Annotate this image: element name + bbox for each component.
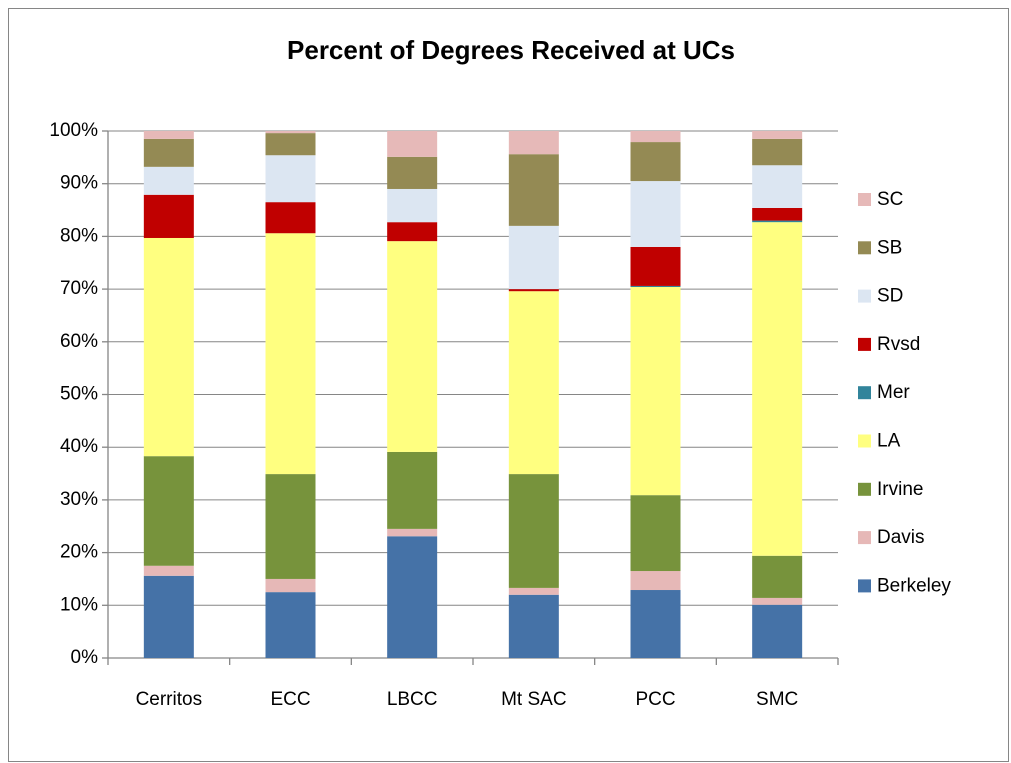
bar-segment bbox=[508, 154, 559, 226]
bar-segment bbox=[143, 166, 194, 195]
bar-segment bbox=[508, 587, 559, 595]
legend-label: Rvsd bbox=[877, 334, 920, 355]
x-tick-label: LBCC bbox=[387, 689, 438, 710]
legend-swatch bbox=[858, 531, 871, 545]
legend-swatch bbox=[858, 434, 871, 448]
bar-segment bbox=[143, 575, 194, 658]
bar-segment bbox=[387, 241, 438, 452]
y-tick-label: 90% bbox=[60, 173, 98, 194]
x-tick-label: Mt SAC bbox=[501, 689, 566, 710]
bar-segment bbox=[630, 181, 681, 247]
bar-segment bbox=[630, 571, 681, 591]
y-tick-label: 80% bbox=[60, 225, 98, 246]
legend-swatch bbox=[858, 241, 871, 255]
bar-segment bbox=[630, 285, 681, 287]
bar-segment bbox=[630, 246, 681, 286]
bar-segment bbox=[752, 220, 803, 223]
legend-swatch bbox=[858, 193, 871, 206]
bar-segment bbox=[387, 451, 438, 529]
legend-label: Irvine bbox=[877, 479, 923, 500]
y-tick-label: 50% bbox=[60, 384, 98, 405]
legend-swatch bbox=[858, 482, 871, 496]
bar-segment bbox=[752, 131, 803, 139]
bar-segment bbox=[630, 286, 681, 496]
bar-segment bbox=[387, 188, 438, 223]
bar-segment bbox=[265, 133, 316, 156]
bar-segment bbox=[752, 604, 803, 658]
bar-segment bbox=[387, 528, 438, 537]
y-tick-label: 70% bbox=[60, 278, 98, 299]
legend-label: LA bbox=[877, 431, 901, 452]
chart-title: Percent of Degrees Received at UCs bbox=[287, 35, 735, 65]
legend-label: Mer bbox=[877, 382, 910, 403]
legend-label: SD bbox=[877, 286, 903, 307]
bar-segment bbox=[265, 155, 316, 203]
legend-label: Berkeley bbox=[877, 575, 951, 596]
legend-swatch bbox=[858, 579, 871, 593]
bar-segment bbox=[630, 590, 681, 658]
bar-segment bbox=[752, 555, 803, 598]
x-tick-label: PCC bbox=[635, 689, 675, 710]
y-tick-label: 40% bbox=[60, 436, 98, 457]
y-tick-label: 30% bbox=[60, 489, 98, 510]
bar-segment bbox=[265, 202, 316, 234]
bar-segment bbox=[265, 578, 316, 593]
bar-segment bbox=[508, 289, 559, 292]
x-tick-label: Cerritos bbox=[136, 689, 203, 710]
bar-segment bbox=[508, 594, 559, 658]
legend-swatch bbox=[858, 289, 871, 303]
bar-segment bbox=[387, 156, 438, 189]
bar-segment bbox=[752, 138, 803, 166]
bar-segment bbox=[752, 597, 803, 605]
y-tick-label: 20% bbox=[60, 542, 98, 563]
bar-segment bbox=[630, 142, 681, 182]
bar-segment bbox=[508, 225, 559, 290]
bar-segment bbox=[143, 456, 194, 566]
bar-segment bbox=[265, 592, 316, 658]
y-tick-label: 60% bbox=[60, 331, 98, 352]
legend-label: Davis bbox=[877, 527, 925, 548]
bar-segment bbox=[630, 495, 681, 572]
bar-segment bbox=[387, 131, 438, 157]
bar-segment bbox=[143, 194, 194, 238]
y-tick-label: 10% bbox=[60, 594, 98, 615]
y-tick-label: 0% bbox=[71, 647, 99, 668]
bar-segment bbox=[387, 536, 438, 658]
bar-segment bbox=[265, 474, 316, 579]
bar-segment bbox=[508, 291, 559, 475]
bar-segment bbox=[630, 131, 681, 143]
bar-segment bbox=[143, 565, 194, 576]
bar-segment bbox=[508, 131, 559, 155]
bar-segment bbox=[387, 222, 438, 242]
bar-segment bbox=[265, 233, 316, 475]
bar-segment bbox=[752, 165, 803, 208]
bar-segment bbox=[143, 131, 194, 139]
bar-segment bbox=[508, 474, 559, 588]
bar-segment bbox=[752, 222, 803, 556]
y-tick-label: 100% bbox=[49, 120, 98, 141]
bar-segment bbox=[143, 237, 194, 457]
bar-segment bbox=[752, 207, 803, 221]
bar-segment bbox=[265, 131, 316, 134]
legend-swatch bbox=[858, 337, 871, 351]
legend-label: SC bbox=[877, 189, 903, 210]
x-tick-label: SMC bbox=[756, 689, 798, 710]
bar-segment bbox=[143, 138, 194, 167]
legend-label: SB bbox=[877, 237, 902, 258]
legend-swatch bbox=[858, 386, 871, 400]
x-tick-label: ECC bbox=[270, 689, 310, 710]
